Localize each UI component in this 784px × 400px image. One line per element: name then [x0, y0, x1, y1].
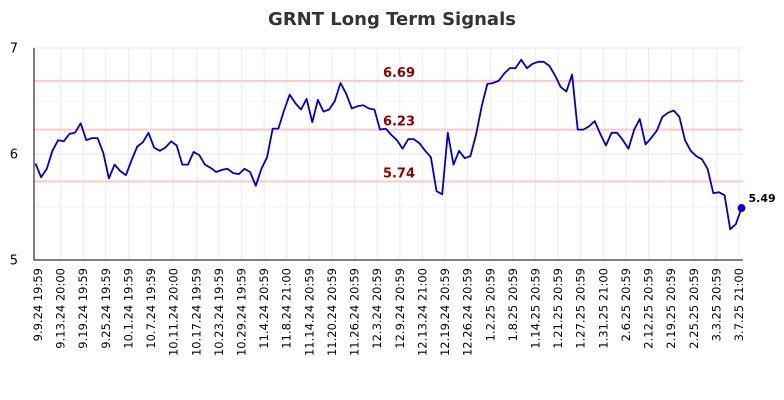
x-tick-label: 1.21.25 20:59 — [551, 268, 565, 349]
x-tick-label: 1.2.25 20:59 — [483, 268, 497, 341]
x-tick-label: 12.3.24 20:59 — [370, 268, 384, 349]
axis-labels: 5 6 7 9.9.24 19:59 9.13.24 20:00 9.19.24 19:5… — [10, 42, 746, 357]
last-value-label: 5.49 — [749, 192, 776, 205]
chart-title: GRNT Long Term Signals — [268, 9, 516, 30]
x-tick-label: 9.9.24 19:59 — [31, 268, 45, 341]
last-value-marker — [737, 204, 746, 213]
x-tick-label: 11.8.24 21:00 — [280, 268, 294, 349]
x-tick-label: 12.13.24 21:00 — [415, 268, 429, 356]
x-tick-label: 3.7.25 21:00 — [732, 268, 746, 341]
x-tick-label: 1.8.25 20:59 — [506, 268, 520, 341]
x-tick-label: 10.1.24 19:59 — [121, 268, 135, 349]
x-tick-label: 1.14.25 20:59 — [528, 268, 542, 349]
axes — [33, 48, 743, 261]
x-tick-label: 11.20.24 20:59 — [325, 268, 339, 356]
x-tick-label: 10.29.24 19:59 — [235, 268, 249, 356]
signal-level-label: 6.23 — [383, 115, 415, 130]
signal-levels: 6.69 6.23 5.74 — [34, 66, 743, 183]
x-tick-label: 10.7.24 19:59 — [144, 268, 158, 349]
price-series: 5.49 — [34, 58, 776, 231]
x-tick-label: 2.6.25 20:59 — [619, 268, 633, 341]
x-tick-label: 1.31.25 21:00 — [596, 268, 610, 349]
x-tick-label: 10.23.24 19:59 — [212, 268, 226, 356]
signal-level-label: 6.69 — [383, 66, 415, 81]
x-tick-label: 3.3.25 20:59 — [709, 268, 723, 341]
x-tick-label: 12.19.24 20:59 — [438, 268, 452, 356]
x-tick-label: 1.27.25 20:59 — [574, 268, 588, 349]
x-tick-label: 12.26.24 20:59 — [461, 268, 475, 356]
x-tick-label: 2.25.25 20:59 — [687, 268, 701, 349]
x-tick-label: 9.25.24 19:59 — [99, 268, 113, 349]
x-tick-label: 12.9.24 20:59 — [393, 268, 407, 349]
y-tick-label: 6 — [10, 148, 18, 163]
price-line — [34, 58, 743, 231]
x-tick-label: 2.12.25 20:59 — [642, 268, 656, 349]
signal-level-label: 5.74 — [383, 167, 415, 182]
y-tick-label: 5 — [10, 254, 18, 269]
x-tick-label: 11.26.24 20:59 — [348, 268, 362, 356]
x-tick-label: 2.19.25 20:59 — [664, 268, 678, 349]
x-tick-label: 11.4.24 20:59 — [257, 268, 271, 349]
y-tick-label: 7 — [10, 42, 18, 57]
x-tick-label: 11.14.24 20:59 — [302, 268, 316, 356]
x-tick-label: 9.13.24 20:00 — [54, 268, 68, 349]
x-tick-label: 10.11.24 20:00 — [167, 268, 181, 356]
x-tick-label: 9.19.24 19:59 — [76, 268, 90, 349]
x-tick-label: 10.17.24 19:59 — [189, 268, 203, 356]
